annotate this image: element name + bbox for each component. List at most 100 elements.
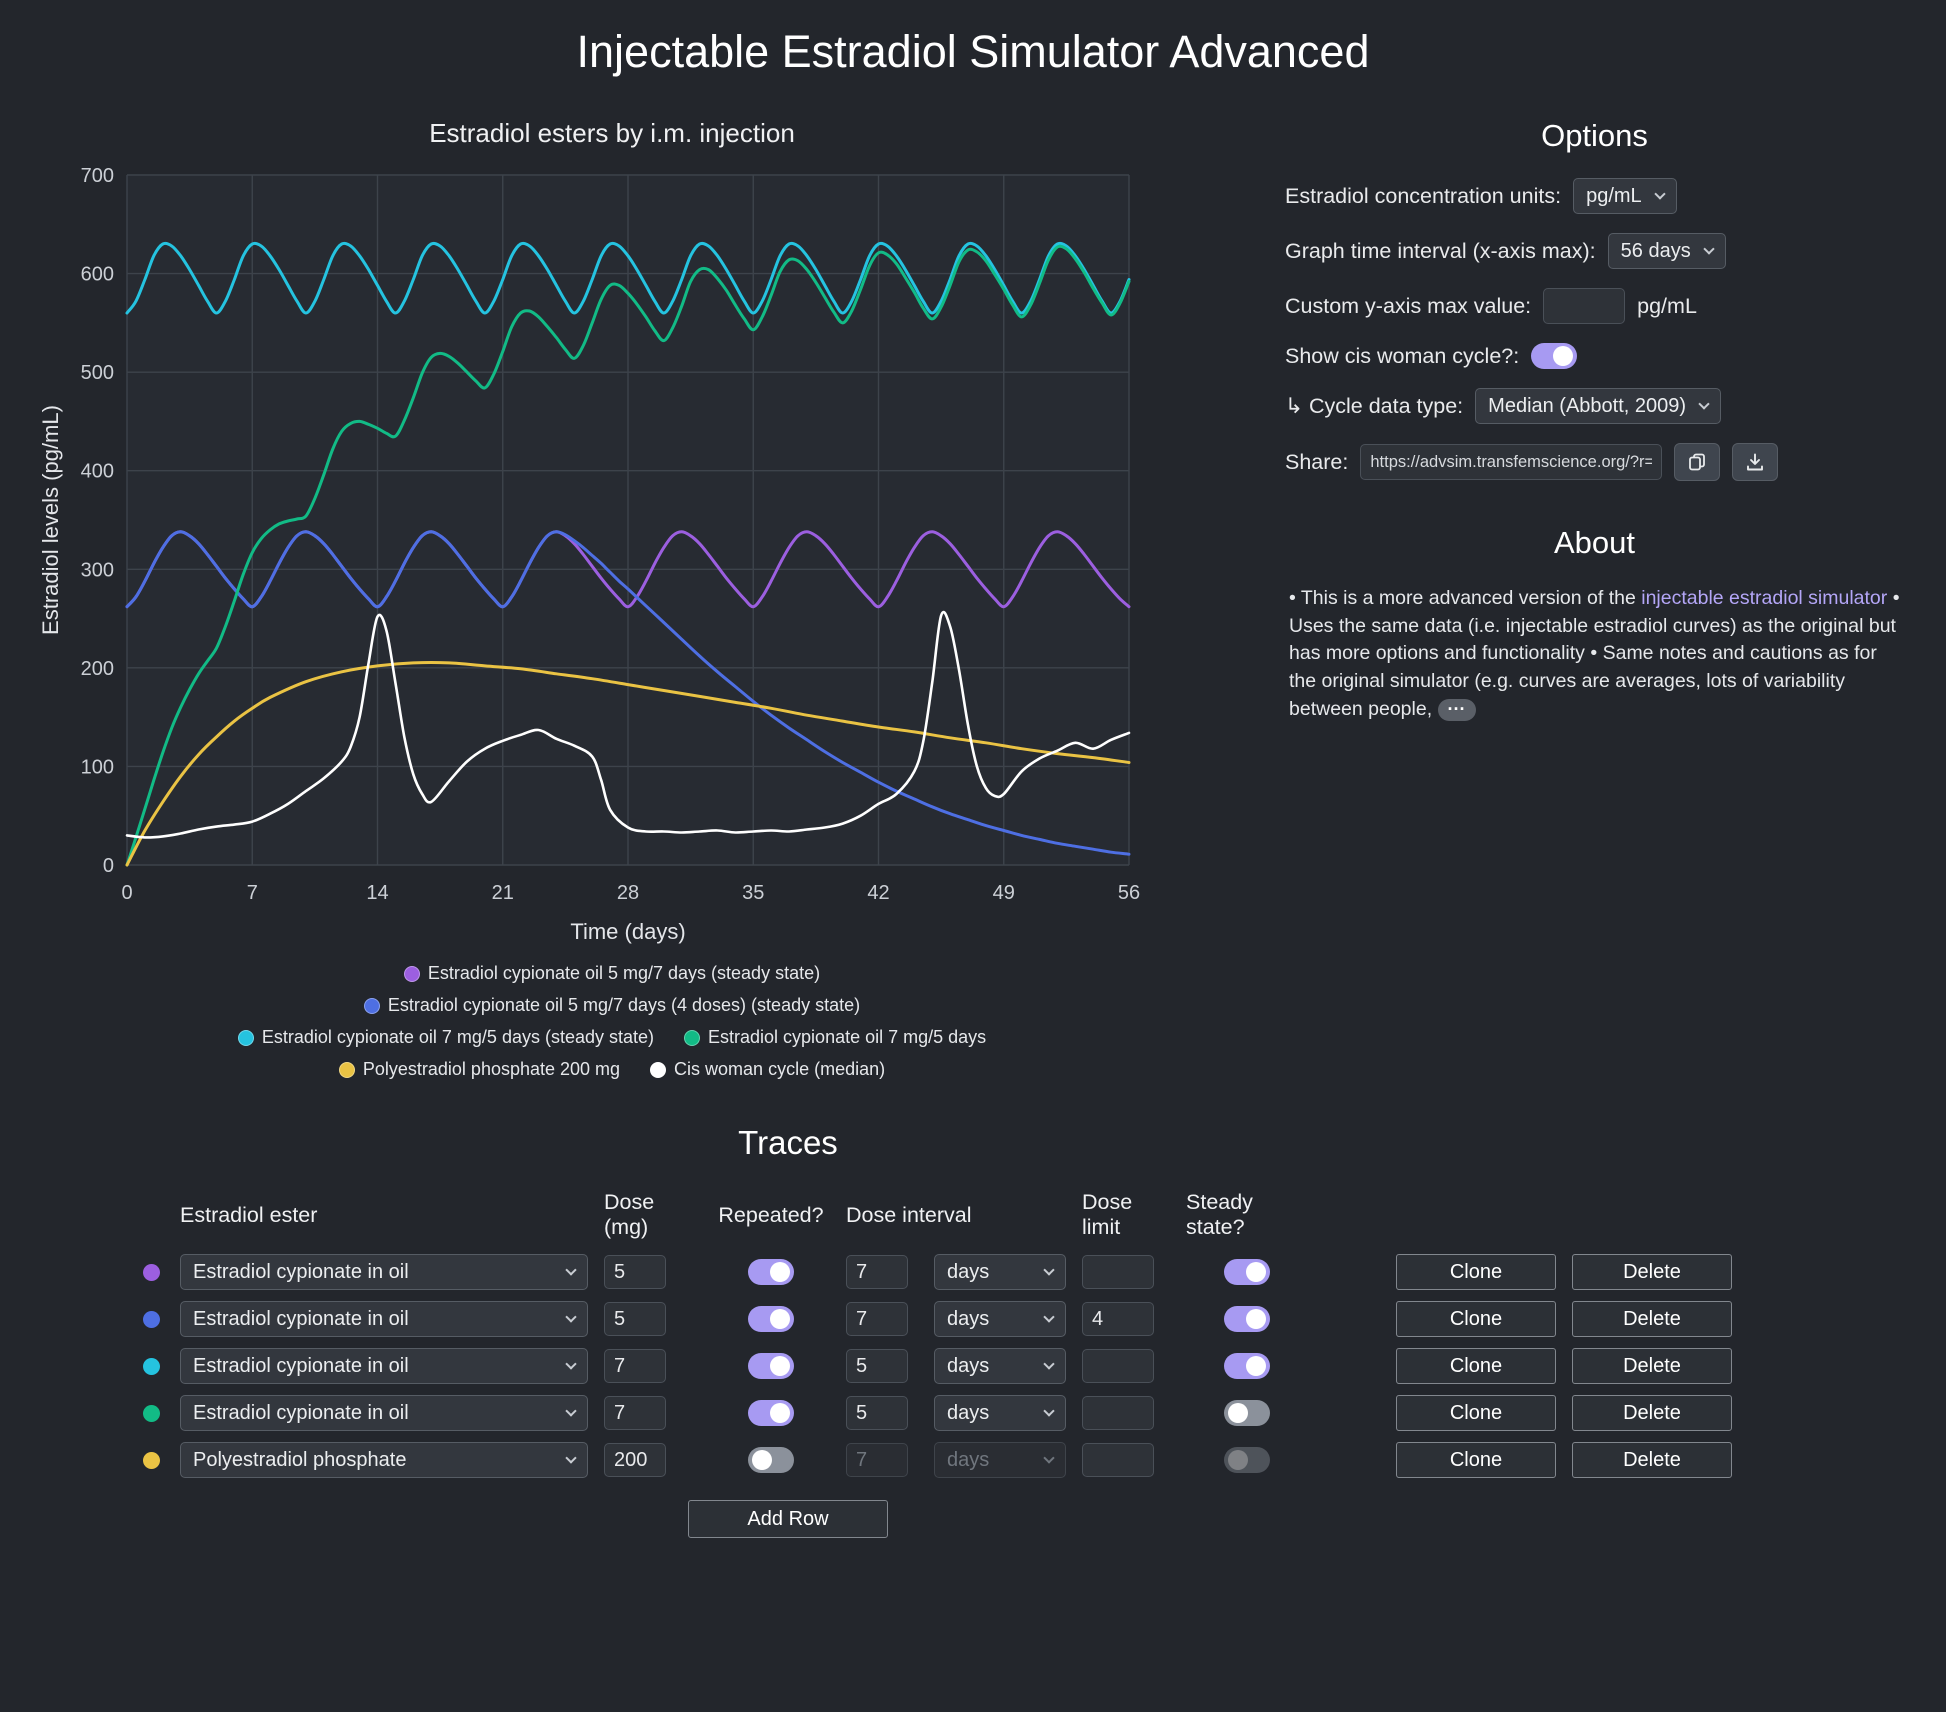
y-axis-max-input[interactable] [1543, 288, 1626, 324]
delete-button[interactable]: Delete [1572, 1395, 1732, 1431]
dose-limit-input[interactable] [1082, 1396, 1154, 1430]
repeated-toggle[interactable] [748, 1400, 794, 1426]
interval-unit-select[interactable]: days [934, 1301, 1066, 1337]
legend-item[interactable]: Estradiol cypionate oil 5 mg/7 days (ste… [403, 963, 820, 984]
traces-rows: Estradiol cypionate in oil days Clone De… [138, 1254, 1946, 1478]
clone-button[interactable]: Clone [1396, 1254, 1556, 1290]
chevron-down-icon [1654, 188, 1666, 200]
clone-button[interactable]: Clone [1396, 1348, 1556, 1384]
options-heading: Options [1541, 118, 1648, 153]
repeated-toggle[interactable] [748, 1306, 794, 1332]
dose-input[interactable] [604, 1349, 666, 1383]
chevron-down-icon [565, 1405, 577, 1417]
add-row-button[interactable]: Add Row [688, 1500, 888, 1538]
ester-select[interactable]: Estradiol cypionate in oil [180, 1254, 588, 1290]
trace-color-dot [142, 1357, 160, 1375]
repeated-toggle[interactable] [748, 1353, 794, 1379]
legend-item[interactable]: Polyestradiol phosphate 200 mg [338, 1059, 620, 1080]
y-axis-title: Estradiol levels (pg/mL) [38, 405, 63, 635]
repeated-toggle[interactable] [748, 1447, 794, 1473]
interval-unit-select[interactable]: days [934, 1395, 1066, 1431]
dose-limit-input[interactable] [1082, 1443, 1154, 1477]
legend-item[interactable]: Estradiol cypionate oil 7 mg/5 days [684, 1027, 986, 1048]
y-tick-label: 100 [81, 756, 114, 778]
dose-limit-input[interactable] [1082, 1255, 1154, 1289]
chevron-down-icon [1698, 398, 1710, 410]
legend-label: Estradiol cypionate oil 5 mg/7 days (4 d… [387, 995, 861, 1015]
legend-item[interactable]: Estradiol cypionate oil 5 mg/7 days (4 d… [363, 995, 861, 1016]
expand-about-button[interactable]: ··· [1437, 698, 1476, 721]
interval-unit-value: days [947, 1307, 990, 1330]
show-cycle-toggle[interactable] [1531, 343, 1578, 369]
download-button[interactable] [1732, 443, 1779, 481]
interval-unit-select[interactable]: days [934, 1254, 1066, 1290]
clone-button[interactable]: Clone [1396, 1301, 1556, 1337]
chevron-down-icon [1043, 1452, 1055, 1464]
chevron-down-icon [565, 1264, 577, 1276]
legend-dot [650, 1061, 667, 1078]
chevron-down-icon [1043, 1264, 1055, 1276]
interval-unit-value: days [947, 1401, 990, 1424]
x-tick-label: 0 [121, 882, 132, 904]
delete-button[interactable]: Delete [1572, 1254, 1732, 1290]
side-panel: Options Estradiol concentration units: p… [1199, 104, 1932, 1080]
units-label: Estradiol concentration units: [1285, 183, 1562, 208]
dose-input[interactable] [604, 1302, 666, 1336]
legend-dot [363, 997, 380, 1014]
chart-title: Estradiol esters by i.m. injection [429, 118, 795, 148]
simulator-link[interactable]: injectable estradiol simulator [1641, 587, 1888, 609]
repeated-toggle[interactable] [748, 1259, 794, 1285]
ester-select[interactable]: Estradiol cypionate in oil [180, 1348, 588, 1384]
x-tick-label: 56 [1118, 882, 1140, 904]
trace-row: Polyestradiol phosphate days Clone Delet… [138, 1442, 1946, 1478]
ester-value: Polyestradiol phosphate [193, 1448, 407, 1471]
legend-dot [237, 1029, 254, 1046]
dose-interval-input[interactable] [846, 1349, 908, 1383]
ester-value: Estradiol cypionate in oil [193, 1307, 409, 1330]
interval-unit-select[interactable]: days [934, 1442, 1066, 1478]
estradiol-chart: 0 100 200 300 400 500 600 700 0 7 14 21 28 35 42 49 56 Ti… [32, 159, 1199, 951]
dose-input[interactable] [604, 1396, 666, 1430]
chart-legend: Estradiol cypionate oil 5 mg/7 days (ste… [32, 963, 1152, 1080]
delete-button[interactable]: Delete [1572, 1301, 1732, 1337]
units-select[interactable]: pg/mL [1573, 178, 1677, 214]
interval-unit-select[interactable]: days [934, 1348, 1066, 1384]
show-cycle-label: Show cis woman cycle?: [1285, 343, 1520, 368]
share-row: Share: [1285, 443, 1904, 481]
time-interval-value: 56 days [1620, 239, 1691, 262]
dose-interval-input[interactable] [846, 1302, 908, 1336]
ester-value: Estradiol cypionate in oil [193, 1401, 409, 1424]
legend-item[interactable]: Cis woman cycle (median) [650, 1059, 885, 1080]
time-interval-select[interactable]: 56 days [1607, 233, 1726, 269]
show-cycle-row: Show cis woman cycle?: [1285, 343, 1904, 369]
dose-input[interactable] [604, 1443, 666, 1477]
dose-limit-input[interactable] [1082, 1349, 1154, 1383]
dose-interval-input[interactable] [846, 1443, 908, 1477]
dose-interval-input[interactable] [846, 1255, 908, 1289]
time-interval-label: Graph time interval (x-axis max): [1285, 238, 1596, 263]
ester-select[interactable]: Estradiol cypionate in oil [180, 1301, 588, 1337]
cycle-data-type-select[interactable]: Median (Abbott, 2009) [1475, 388, 1722, 424]
dose-limit-input[interactable] [1082, 1302, 1154, 1336]
chevron-down-icon [565, 1311, 577, 1323]
steady-state-toggle[interactable] [1224, 1447, 1270, 1473]
delete-button[interactable]: Delete [1572, 1348, 1732, 1384]
delete-button[interactable]: Delete [1572, 1442, 1732, 1478]
ester-select[interactable]: Polyestradiol phosphate [180, 1442, 588, 1478]
dose-input[interactable] [604, 1255, 666, 1289]
ester-select[interactable]: Estradiol cypionate in oil [180, 1395, 588, 1431]
series-line [125, 661, 1131, 867]
clone-button[interactable]: Clone [1396, 1442, 1556, 1478]
steady-state-toggle[interactable] [1224, 1353, 1270, 1379]
traces-table: Estradiol ester Dose (mg) Repeated? Dose… [138, 1190, 1946, 1478]
series-line [125, 610, 1131, 839]
steady-state-toggle[interactable] [1224, 1259, 1270, 1285]
share-url-input[interactable] [1360, 444, 1663, 480]
series-line [125, 244, 1131, 867]
legend-item[interactable]: Estradiol cypionate oil 7 mg/5 days (ste… [237, 1027, 654, 1048]
dose-interval-input[interactable] [846, 1396, 908, 1430]
steady-state-toggle[interactable] [1224, 1400, 1270, 1426]
copy-link-button[interactable] [1674, 443, 1721, 481]
steady-state-toggle[interactable] [1224, 1306, 1270, 1332]
clone-button[interactable]: Clone [1396, 1395, 1556, 1431]
